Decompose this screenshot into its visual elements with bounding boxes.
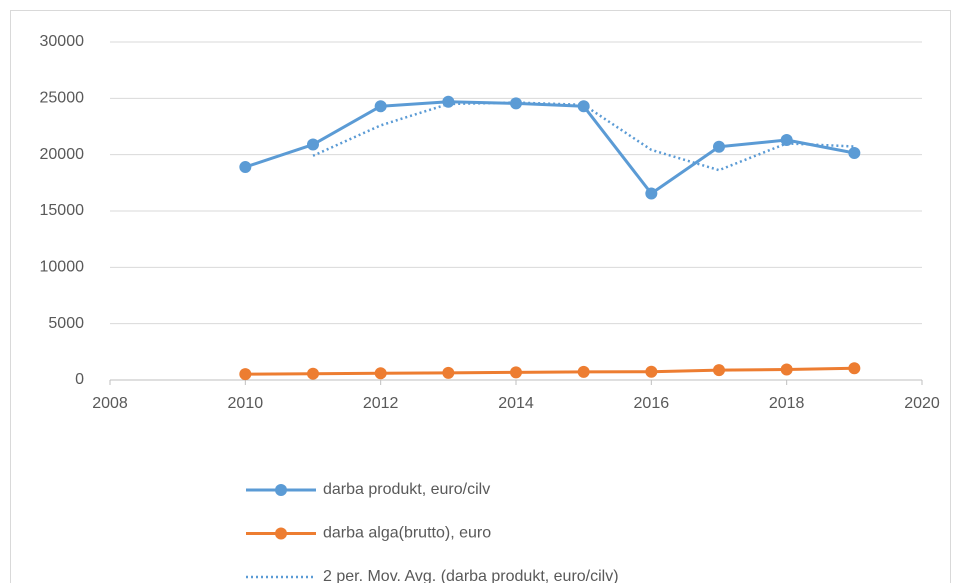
x-tick-label: 2018 — [769, 395, 805, 412]
data-point — [239, 368, 252, 381]
data-point — [442, 95, 455, 108]
data-point — [780, 134, 793, 147]
y-tick-label: 0 — [75, 371, 84, 388]
y-tick-label: 15000 — [40, 202, 85, 219]
legend-marker — [275, 527, 287, 540]
data-point — [713, 140, 725, 153]
y-tick-label: 5000 — [48, 315, 84, 332]
data-point — [374, 100, 387, 113]
data-point — [848, 146, 861, 159]
x-tick-label: 2016 — [634, 395, 670, 412]
legend-label: darba alga(brutto), euro — [323, 525, 491, 542]
data-point — [645, 187, 658, 200]
series-line — [312, 101, 855, 172]
data-point — [239, 161, 252, 174]
legend-marker — [275, 484, 287, 496]
y-tick-label: 25000 — [40, 90, 85, 107]
data-point — [374, 367, 387, 380]
legend-label: 2 per. Mov. Avg. (darba produkt, euro/ci… — [323, 568, 619, 583]
x-tick-label: 2010 — [228, 395, 264, 412]
x-tick-label: 2020 — [904, 395, 940, 412]
y-tick-label: 10000 — [40, 259, 85, 276]
data-point — [510, 366, 522, 379]
y-tick-label: 30000 — [40, 33, 85, 50]
data-point — [577, 365, 590, 378]
chart-border — [10, 10, 951, 583]
data-point — [848, 362, 861, 375]
data-point — [713, 364, 725, 377]
x-tick-label: 2012 — [363, 395, 399, 412]
x-tick-label: 2014 — [498, 395, 534, 412]
legend-label: darba produkt, euro/cilv — [323, 481, 490, 498]
data-point — [307, 138, 319, 151]
y-tick-label: 20000 — [40, 146, 85, 163]
data-point — [780, 363, 793, 376]
data-point — [510, 97, 522, 110]
x-tick-label: 2008 — [92, 395, 128, 412]
data-point — [307, 367, 319, 380]
data-point — [442, 366, 455, 379]
data-point — [645, 365, 658, 378]
series-line — [245, 366, 855, 376]
